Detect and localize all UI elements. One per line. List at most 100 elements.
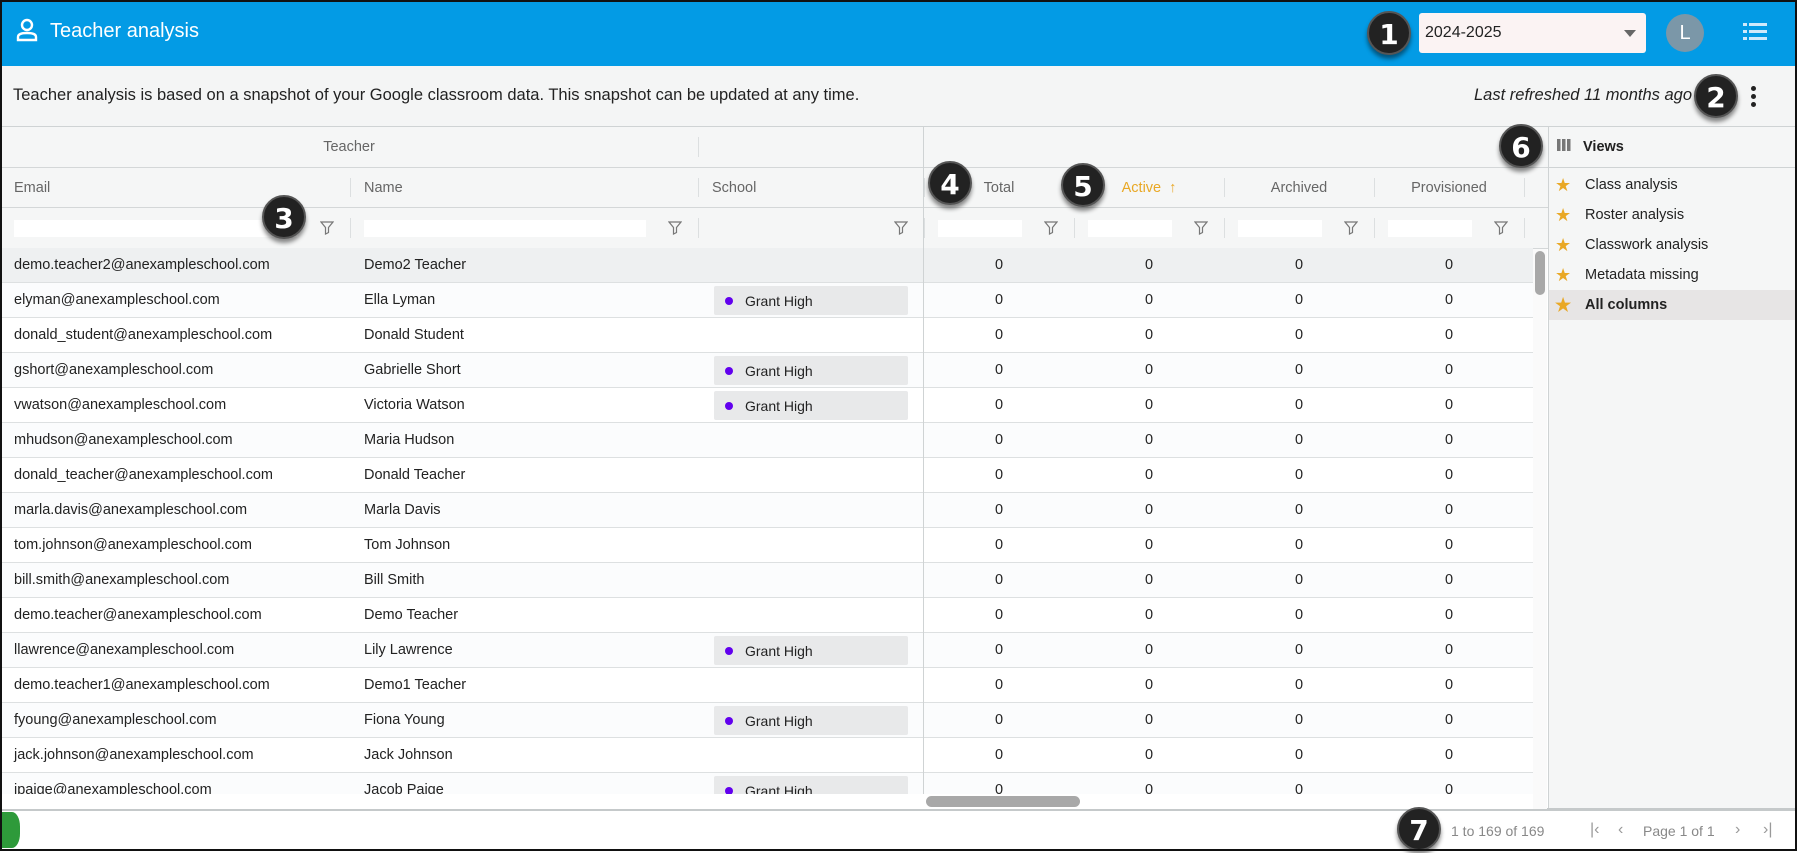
cell-archived: 0 xyxy=(1294,677,1304,693)
cell-email: tom.johnson@anexampleschool.com xyxy=(14,537,252,553)
table-row[interactable]: fyoung@anexampleschool.com Fiona Young Gra… xyxy=(0,703,1533,738)
last-refreshed: Last refreshed 11 months ago xyxy=(1474,86,1692,104)
column-header-provisioned[interactable]: Provisioned xyxy=(1411,179,1487,196)
table-row[interactable]: elyman@anexampleschool.com Ella Lyman Gran… xyxy=(0,283,1533,318)
vertical-scrollbar[interactable] xyxy=(1533,249,1547,809)
views-header: Views xyxy=(1549,127,1797,168)
columns-icon xyxy=(1557,139,1571,155)
filter-row xyxy=(0,208,1548,249)
view-item-classwork-analysis[interactable]: ★ Classwork analysis xyxy=(1549,230,1797,260)
cell-provisioned: 0 xyxy=(1444,292,1454,308)
star-icon: ★ xyxy=(1555,234,1572,255)
school-chip: Grant High xyxy=(714,706,908,735)
filter-input-total[interactable] xyxy=(938,220,1022,237)
cell-active: 0 xyxy=(1144,677,1154,693)
school-dot-icon xyxy=(725,366,733,375)
teacher-grid: Teacher Email Name School Total Active ↑ Arch… xyxy=(0,127,1548,809)
filter-icon[interactable] xyxy=(1343,221,1359,240)
last-page-icon[interactable]: ›| xyxy=(1763,821,1773,838)
cell-provisioned: 0 xyxy=(1444,607,1454,623)
filter-icon[interactable] xyxy=(1193,221,1209,240)
cell-name: Maria Hudson xyxy=(364,432,455,448)
cell-name: Ella Lyman xyxy=(364,292,436,308)
year-select[interactable]: 2024-2025 xyxy=(1419,13,1646,53)
filter-icon[interactable] xyxy=(667,221,683,240)
table-row[interactable]: gshort@anexampleschool.com Gabrielle Shor… xyxy=(0,353,1533,388)
filter-input-archived[interactable] xyxy=(1238,220,1322,237)
cell-email: llawrence@anexampleschool.com xyxy=(14,642,235,658)
star-icon: ★ xyxy=(1555,174,1572,195)
table-row[interactable]: donald_student@anexampleschool.com Donald… xyxy=(0,318,1533,353)
horizontal-scrollbar[interactable] xyxy=(0,794,1533,809)
table-row[interactable]: demo.teacher2@anexampleschool.com Demo2 T… xyxy=(0,248,1533,283)
filter-input-provisioned[interactable] xyxy=(1388,220,1472,237)
school-name: Grant High xyxy=(745,397,813,414)
group-header-teacher: Teacher xyxy=(323,139,375,155)
filter-icon[interactable] xyxy=(1043,221,1059,240)
table-row[interactable]: marla.davis@anexampleschool.com Marla Dav… xyxy=(0,493,1533,528)
table-row[interactable]: demo.teacher1@anexampleschool.com Demo1 T… xyxy=(0,668,1533,703)
list-menu-icon[interactable] xyxy=(1743,22,1767,47)
filter-input-active[interactable] xyxy=(1088,220,1172,237)
callout-badge-5: 5 xyxy=(1061,163,1105,207)
app-logo-icon xyxy=(0,812,20,848)
column-header-name[interactable]: Name xyxy=(364,179,403,196)
cell-archived: 0 xyxy=(1294,327,1304,343)
table-row[interactable]: jack.johnson@anexampleschool.com Jack Joh… xyxy=(0,738,1533,773)
table-row[interactable]: vwatson@anexampleschool.com Victoria Wats… xyxy=(0,388,1533,423)
cell-email: demo.teacher@anexampleschool.com xyxy=(14,607,262,623)
next-page-icon[interactable]: › xyxy=(1735,821,1741,838)
column-header-active[interactable]: Active ↑ xyxy=(1121,179,1177,196)
cell-active: 0 xyxy=(1144,362,1154,378)
cell-name: Demo1 Teacher xyxy=(364,677,467,693)
cell-name: Bill Smith xyxy=(364,572,425,588)
first-page-icon[interactable]: |‹ xyxy=(1590,821,1600,838)
table-row[interactable]: mhudson@anexampleschool.com Maria Hudson 0… xyxy=(0,423,1533,458)
cell-name: Tom Johnson xyxy=(364,537,451,553)
cell-active: 0 xyxy=(1144,257,1154,273)
cell-provisioned: 0 xyxy=(1444,677,1454,693)
filter-icon[interactable] xyxy=(319,221,335,240)
row-count: 1 to 169 of 169 xyxy=(1451,823,1545,839)
cell-provisioned: 0 xyxy=(1444,782,1454,798)
column-header-email[interactable]: Email xyxy=(14,179,51,196)
avatar[interactable]: L xyxy=(1666,14,1704,52)
view-item-label: Classwork analysis xyxy=(1585,237,1709,253)
filter-input-email[interactable] xyxy=(14,220,298,237)
table-row[interactable]: bill.smith@anexampleschool.com Bill Smith… xyxy=(0,563,1533,598)
cell-name: Marla Davis xyxy=(364,502,441,518)
column-header-archived[interactable]: Archived xyxy=(1270,179,1328,196)
table-row[interactable]: demo.teacher@anexampleschool.com Demo Tea… xyxy=(0,598,1533,633)
sort-ascending-icon: ↑ xyxy=(1169,179,1177,196)
cell-archived: 0 xyxy=(1294,397,1304,413)
table-row[interactable]: tom.johnson@anexampleschool.com Tom Johns… xyxy=(0,528,1533,563)
school-name: Grant High xyxy=(745,362,813,379)
more-options-icon[interactable] xyxy=(1748,84,1758,110)
table-row[interactable]: llawrence@anexampleschool.com Lily Lawren… xyxy=(0,633,1533,668)
cell-active: 0 xyxy=(1144,537,1154,553)
previous-page-icon[interactable]: ‹ xyxy=(1618,821,1624,838)
cell-provisioned: 0 xyxy=(1444,642,1454,658)
cell-total: 0 xyxy=(994,362,1004,378)
filter-input-name[interactable] xyxy=(364,220,646,237)
cell-active: 0 xyxy=(1144,572,1154,588)
cell-active: 0 xyxy=(1144,607,1154,623)
view-item-all-columns[interactable]: ★ All columns xyxy=(1549,290,1797,320)
cell-provisioned: 0 xyxy=(1444,257,1454,273)
view-item-metadata-missing[interactable]: ★ Metadata missing xyxy=(1549,260,1797,290)
column-header-row: Email Name School Total Active ↑ Archived Prov… xyxy=(0,168,1548,208)
cell-email: bill.smith@anexampleschool.com xyxy=(14,572,230,588)
cell-archived: 0 xyxy=(1294,362,1304,378)
column-header-school[interactable]: School xyxy=(712,179,757,196)
view-item-class-analysis[interactable]: ★ Class analysis xyxy=(1549,170,1797,200)
cell-email: elyman@anexampleschool.com xyxy=(14,292,220,308)
cell-archived: 0 xyxy=(1294,257,1304,273)
app-header: Teacher analysis 2024-2025 L xyxy=(0,0,1797,66)
column-header-total[interactable]: Total xyxy=(983,179,1015,196)
school-chip: Grant High xyxy=(714,636,908,665)
filter-icon[interactable] xyxy=(1493,221,1509,240)
table-row[interactable]: donald_teacher@anexampleschool.com Donald… xyxy=(0,458,1533,493)
page-title: Teacher analysis xyxy=(50,20,199,42)
filter-icon[interactable] xyxy=(893,221,909,240)
view-item-roster-analysis[interactable]: ★ Roster analysis xyxy=(1549,200,1797,230)
